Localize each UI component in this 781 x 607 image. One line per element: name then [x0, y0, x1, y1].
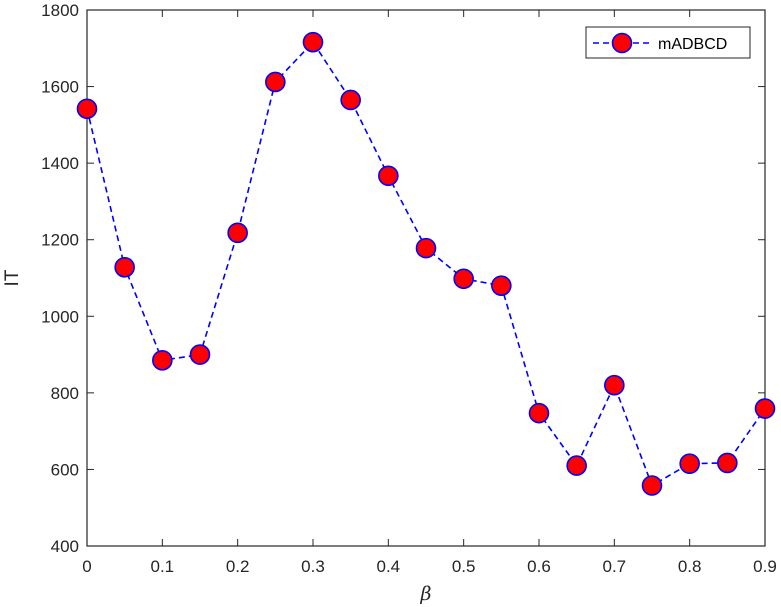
data-point [152, 350, 173, 371]
x-tick-label: 0.2 [226, 557, 250, 576]
x-tick-label: 0.1 [151, 557, 175, 576]
data-point [604, 374, 625, 396]
series-layer [76, 31, 776, 496]
x-tick-label: 0.9 [753, 557, 777, 576]
data-point [76, 98, 98, 120]
data-point [302, 31, 324, 53]
y-tick-label: 600 [51, 460, 79, 479]
x-tick-label: 0.8 [678, 557, 702, 576]
data-point [679, 453, 700, 474]
data-point [415, 237, 437, 259]
data-point [378, 165, 399, 187]
data-point [265, 71, 286, 93]
plot-area [86, 9, 766, 547]
data-point [754, 398, 776, 419]
data-point [453, 268, 474, 290]
legend-entry-label: mADBCD [658, 36, 727, 53]
data-point [114, 256, 135, 278]
x-tick-label: 0 [82, 557, 91, 576]
data-point [189, 344, 211, 365]
data-point [641, 475, 663, 496]
data-point [227, 222, 248, 244]
data-point [717, 452, 738, 474]
y-tick-label: 1000 [41, 307, 79, 326]
data-point [491, 275, 512, 296]
x-tick-label: 0.3 [301, 557, 325, 576]
y-tick-label: 1600 [41, 78, 79, 97]
data-point [566, 455, 587, 476]
y-axis-label: IT [2, 269, 23, 286]
ticks-layer: 0 0.1 0.2 0.3 0.4 0.5 0.6 0.7 0.8 0.9 400 600 800 100… [41, 1, 777, 576]
x-tick-label: 0.7 [603, 557, 627, 576]
x-tick-label: 0.4 [377, 557, 401, 576]
axis-labels: β IT [2, 269, 432, 605]
x-axis-label: β [420, 583, 432, 605]
legend: mADBCD [585, 26, 751, 59]
x-tick-label: 0.5 [452, 557, 476, 576]
y-tick-label: 1200 [41, 231, 79, 250]
y-tick-label: 400 [51, 537, 79, 556]
y-tick-label: 1800 [41, 1, 79, 20]
y-tick-label: 1400 [41, 154, 79, 173]
y-tick-label: 800 [51, 384, 79, 403]
x-tick-label: 0.6 [527, 557, 551, 576]
legend-marker-sample [611, 32, 633, 54]
data-point [528, 402, 550, 424]
data-point [340, 89, 361, 111]
